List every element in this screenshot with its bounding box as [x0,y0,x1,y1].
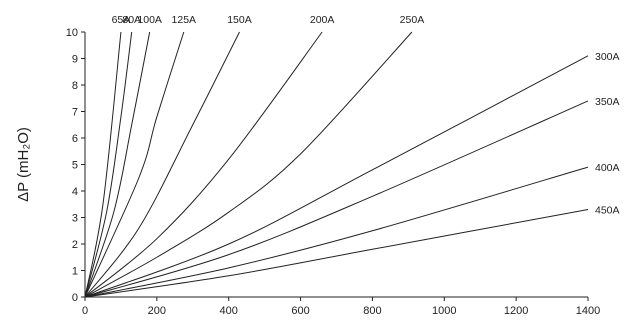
curve-100a [84,31,151,298]
y-tick-label: 1 [72,266,78,278]
curve-300a [84,55,589,298]
y-tick-label: 10 [66,27,78,39]
curve-200a [84,31,323,298]
curve-65a [84,31,122,298]
y-tick-label: 8 [72,80,78,92]
y-tick-label: 3 [72,213,78,225]
curve-450a [84,209,589,298]
axes: 0 1 2 3 4 5 6 7 8 9 10 0 200 400 600 800 1000 1200 1400 [66,27,600,317]
curve-label-150a: 150A [227,14,252,26]
x-tick-label: 1000 [432,305,456,317]
y-tick-label: 0 [72,292,78,304]
curve-250a [84,31,413,298]
y-tick-label: 7 [72,107,78,119]
x-tick-label: 400 [220,305,238,317]
x-tick-label: 1400 [576,305,600,317]
x-tick-label: 200 [148,305,166,317]
curve-label-450a: 450A [595,205,620,217]
y-tick-label: 2 [72,239,78,251]
y-tick-label: 4 [72,186,78,198]
curve-label-80a: 80A [122,14,141,26]
y-tick-label: 9 [72,54,78,66]
curve-80a [84,31,133,298]
curve-label-200a: 200A [310,14,335,26]
curve-label-125a: 125A [172,14,197,26]
curve-label-65a: 65A [112,14,131,26]
y-axis-title: ΔP (mH₂O) [15,127,32,202]
x-tick-label: 1200 [504,305,528,317]
curve-400a [84,166,589,298]
curve-150a [84,31,240,298]
curves [84,31,589,298]
x-tick-label: 0 [82,305,88,317]
curve-125a [84,31,185,298]
curve-label-250a: 250A [400,14,425,26]
curve-label-100a: 100A [137,14,162,26]
x-tick-label: 800 [363,305,381,317]
y-tick-label: 6 [72,133,78,145]
curve-label-400a: 400A [595,162,620,174]
curve-label-350a: 350A [595,96,620,108]
curve-350a [84,100,589,298]
x-tick-label: 600 [291,305,309,317]
y-tick-label: 5 [72,160,78,172]
curve-label-300a: 300A [595,51,620,63]
